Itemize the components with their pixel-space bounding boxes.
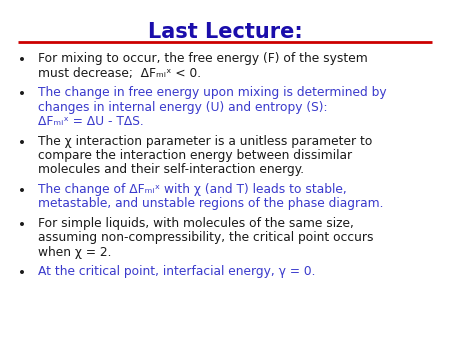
Text: The χ interaction parameter is a unitless parameter to: The χ interaction parameter is a unitles… bbox=[38, 135, 373, 147]
Text: •: • bbox=[18, 184, 26, 198]
Text: ΔFₘᵢˣ = ΔU - TΔS.: ΔFₘᵢˣ = ΔU - TΔS. bbox=[38, 115, 144, 128]
Text: The change in free energy upon mixing is determined by: The change in free energy upon mixing is… bbox=[38, 86, 387, 99]
Text: changes in internal energy (U) and entropy (S):: changes in internal energy (U) and entro… bbox=[38, 100, 328, 114]
Text: compare the interaction energy between dissimilar: compare the interaction energy between d… bbox=[38, 149, 352, 162]
Text: The change of ΔFₘᵢˣ with χ (and T) leads to stable,: The change of ΔFₘᵢˣ with χ (and T) leads… bbox=[38, 183, 347, 196]
Text: Last Lecture:: Last Lecture: bbox=[148, 22, 302, 42]
Text: For simple liquids, with molecules of the same size,: For simple liquids, with molecules of th… bbox=[38, 217, 354, 230]
Text: For mixing to occur, the free energy (F) of the system: For mixing to occur, the free energy (F)… bbox=[38, 52, 368, 65]
Text: must decrease;  ΔFₘᵢˣ < 0.: must decrease; ΔFₘᵢˣ < 0. bbox=[38, 67, 201, 79]
Text: •: • bbox=[18, 218, 26, 232]
Text: metastable, and unstable regions of the phase diagram.: metastable, and unstable regions of the … bbox=[38, 197, 383, 211]
Text: •: • bbox=[18, 87, 26, 101]
Text: molecules and their self-interaction energy.: molecules and their self-interaction ene… bbox=[38, 164, 304, 176]
Text: At the critical point, interfacial energy, γ = 0.: At the critical point, interfacial energ… bbox=[38, 266, 315, 279]
Text: when χ = 2.: when χ = 2. bbox=[38, 246, 112, 259]
Text: •: • bbox=[18, 266, 26, 281]
Text: •: • bbox=[18, 136, 26, 149]
Text: •: • bbox=[18, 53, 26, 67]
Text: assuming non-compressibility, the critical point occurs: assuming non-compressibility, the critic… bbox=[38, 232, 374, 244]
